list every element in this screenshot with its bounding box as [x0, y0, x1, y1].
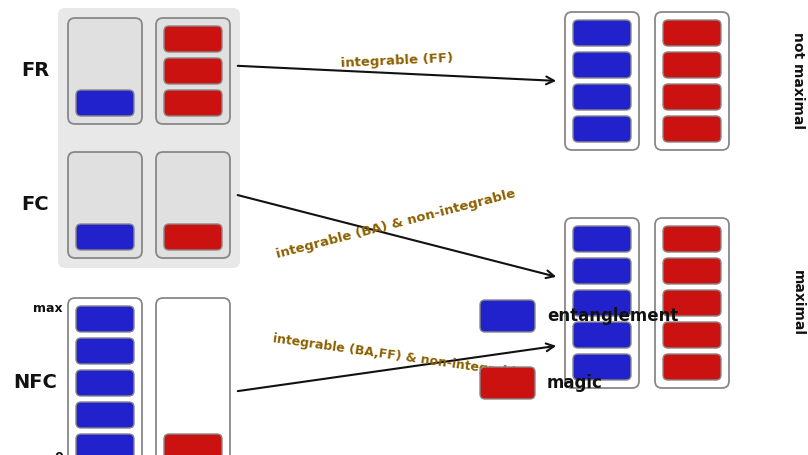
Text: NFC: NFC — [13, 374, 57, 393]
FancyBboxPatch shape — [663, 354, 721, 380]
FancyBboxPatch shape — [164, 26, 222, 52]
FancyBboxPatch shape — [573, 290, 631, 316]
FancyBboxPatch shape — [655, 12, 729, 150]
FancyBboxPatch shape — [573, 258, 631, 284]
FancyBboxPatch shape — [76, 90, 134, 116]
Text: maximal: maximal — [791, 270, 805, 336]
FancyBboxPatch shape — [663, 322, 721, 348]
Text: 0: 0 — [54, 451, 63, 455]
FancyBboxPatch shape — [573, 226, 631, 252]
FancyBboxPatch shape — [164, 90, 222, 116]
FancyBboxPatch shape — [573, 84, 631, 110]
FancyBboxPatch shape — [156, 298, 230, 455]
Text: integrable (BA) & non-integrable: integrable (BA) & non-integrable — [275, 187, 516, 261]
FancyBboxPatch shape — [573, 52, 631, 78]
FancyBboxPatch shape — [68, 298, 142, 455]
FancyBboxPatch shape — [663, 20, 721, 46]
FancyBboxPatch shape — [164, 224, 222, 250]
FancyBboxPatch shape — [663, 84, 721, 110]
FancyBboxPatch shape — [573, 20, 631, 46]
Text: integrable (FF): integrable (FF) — [340, 52, 453, 70]
FancyBboxPatch shape — [655, 218, 729, 388]
FancyBboxPatch shape — [68, 18, 142, 124]
FancyBboxPatch shape — [573, 116, 631, 142]
Text: entanglement: entanglement — [547, 307, 679, 325]
FancyBboxPatch shape — [156, 18, 230, 124]
FancyBboxPatch shape — [565, 12, 639, 150]
FancyBboxPatch shape — [164, 434, 222, 455]
FancyBboxPatch shape — [76, 402, 134, 428]
FancyBboxPatch shape — [565, 218, 639, 388]
FancyBboxPatch shape — [68, 152, 142, 258]
FancyBboxPatch shape — [76, 306, 134, 332]
FancyBboxPatch shape — [480, 300, 535, 332]
FancyBboxPatch shape — [164, 58, 222, 84]
Text: not maximal: not maximal — [791, 32, 805, 130]
FancyBboxPatch shape — [663, 116, 721, 142]
FancyBboxPatch shape — [76, 338, 134, 364]
FancyBboxPatch shape — [663, 258, 721, 284]
Text: magic: magic — [547, 374, 603, 392]
FancyBboxPatch shape — [663, 226, 721, 252]
FancyBboxPatch shape — [663, 52, 721, 78]
FancyBboxPatch shape — [156, 152, 230, 258]
FancyBboxPatch shape — [76, 370, 134, 396]
FancyBboxPatch shape — [76, 224, 134, 250]
FancyBboxPatch shape — [573, 354, 631, 380]
Text: max: max — [33, 302, 63, 315]
FancyBboxPatch shape — [480, 367, 535, 399]
FancyBboxPatch shape — [76, 434, 134, 455]
Text: FC: FC — [21, 196, 48, 214]
FancyBboxPatch shape — [58, 8, 240, 268]
FancyBboxPatch shape — [573, 322, 631, 348]
FancyBboxPatch shape — [663, 290, 721, 316]
Text: FR: FR — [21, 61, 49, 81]
Text: integrable (BA,FF) & non-integrable: integrable (BA,FF) & non-integrable — [271, 332, 524, 380]
